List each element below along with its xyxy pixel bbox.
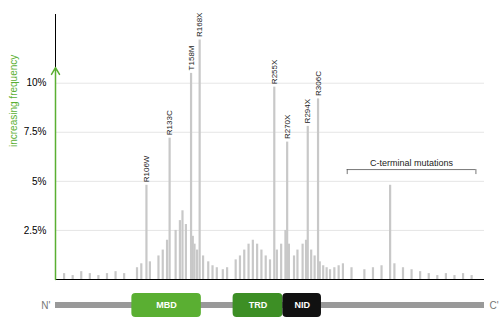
svg-text:NID: NID <box>294 300 310 310</box>
svg-text:increasing frequency: increasing frequency <box>8 55 19 147</box>
svg-text:N': N' <box>41 300 50 311</box>
svg-text:R270X: R270X <box>283 114 292 139</box>
svg-text:R168X: R168X <box>195 12 204 37</box>
svg-text:C-terminal mutations: C-terminal mutations <box>370 158 454 168</box>
svg-text:TRD: TRD <box>249 300 268 310</box>
svg-text:R294X: R294X <box>303 98 312 123</box>
svg-text:5%: 5% <box>32 176 47 187</box>
svg-text:R106W: R106W <box>142 155 151 182</box>
svg-text:R255X: R255X <box>270 59 279 84</box>
svg-text:R306C: R306C <box>314 71 323 96</box>
svg-text:10%: 10% <box>26 77 46 88</box>
svg-text:C': C' <box>490 300 499 311</box>
svg-text:T158M: T158M <box>187 45 196 70</box>
svg-text:2.5%: 2.5% <box>24 225 47 236</box>
svg-text:R133C: R133C <box>165 110 174 135</box>
svg-text:7.5%: 7.5% <box>24 126 47 137</box>
svg-text:MBD: MBD <box>156 300 177 310</box>
